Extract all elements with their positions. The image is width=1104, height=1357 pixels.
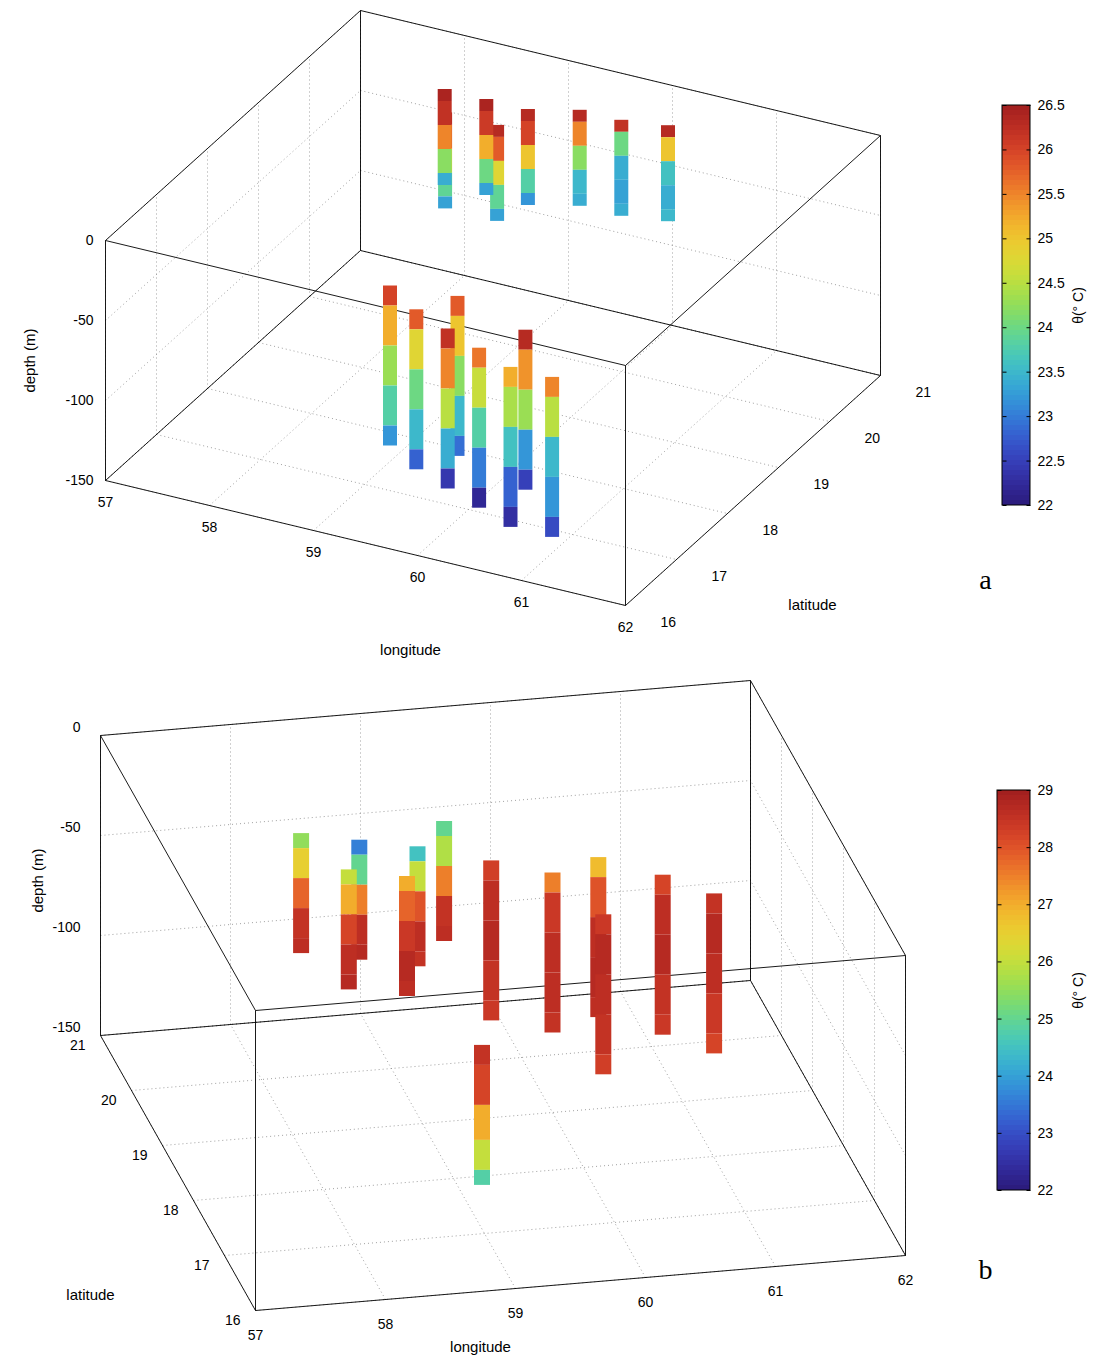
svg-text:61: 61 bbox=[514, 594, 530, 610]
svg-text:16: 16 bbox=[225, 1312, 241, 1328]
svg-text:18: 18 bbox=[163, 1202, 179, 1218]
svg-text:-150: -150 bbox=[65, 472, 93, 488]
svg-text:57: 57 bbox=[248, 1327, 264, 1343]
svg-text:-50: -50 bbox=[73, 312, 93, 328]
svg-text:58: 58 bbox=[378, 1316, 394, 1332]
svg-text:16: 16 bbox=[661, 614, 677, 630]
svg-text:29: 29 bbox=[1038, 782, 1054, 798]
svg-text:longitude: longitude bbox=[450, 1338, 511, 1355]
svg-text:23: 23 bbox=[1038, 1125, 1054, 1141]
svg-text:0: 0 bbox=[86, 232, 94, 248]
svg-text:24: 24 bbox=[1038, 319, 1054, 335]
svg-text:17: 17 bbox=[712, 568, 728, 584]
svg-text:60: 60 bbox=[410, 569, 426, 585]
svg-text:27: 27 bbox=[1038, 896, 1054, 912]
svg-text:θ(° C): θ(° C) bbox=[1070, 972, 1086, 1009]
svg-text:62: 62 bbox=[898, 1272, 914, 1288]
svg-text:28: 28 bbox=[1038, 839, 1054, 855]
svg-text:21: 21 bbox=[916, 384, 932, 400]
svg-text:61: 61 bbox=[768, 1283, 784, 1299]
svg-text:latitude: latitude bbox=[66, 1286, 114, 1303]
svg-text:24.5: 24.5 bbox=[1038, 275, 1065, 291]
svg-text:depth (m): depth (m) bbox=[21, 328, 38, 392]
svg-text:25: 25 bbox=[1038, 230, 1054, 246]
svg-text:60: 60 bbox=[638, 1294, 654, 1310]
svg-text:18: 18 bbox=[763, 522, 779, 538]
svg-text:21: 21 bbox=[70, 1037, 86, 1053]
svg-text:58: 58 bbox=[202, 519, 218, 535]
svg-text:b: b bbox=[979, 1254, 993, 1285]
svg-text:19: 19 bbox=[814, 476, 830, 492]
svg-text:59: 59 bbox=[306, 544, 322, 560]
svg-text:θ(° C): θ(° C) bbox=[1070, 287, 1086, 324]
svg-text:a: a bbox=[979, 564, 992, 595]
svg-text:23.5: 23.5 bbox=[1038, 364, 1065, 380]
svg-text:22.5: 22.5 bbox=[1038, 453, 1065, 469]
svg-text:20: 20 bbox=[865, 430, 881, 446]
svg-text:0: 0 bbox=[73, 719, 81, 735]
svg-text:62: 62 bbox=[618, 619, 634, 635]
svg-text:23: 23 bbox=[1038, 408, 1054, 424]
svg-text:59: 59 bbox=[508, 1305, 524, 1321]
svg-text:24: 24 bbox=[1038, 1068, 1054, 1084]
svg-text:depth (m): depth (m) bbox=[29, 848, 46, 912]
svg-text:-150: -150 bbox=[52, 1019, 80, 1035]
svg-text:longitude: longitude bbox=[380, 641, 441, 658]
svg-text:-50: -50 bbox=[60, 819, 80, 835]
svg-text:22: 22 bbox=[1038, 1182, 1054, 1198]
svg-text:26: 26 bbox=[1038, 953, 1054, 969]
svg-text:25.5: 25.5 bbox=[1038, 186, 1065, 202]
svg-text:26: 26 bbox=[1038, 141, 1054, 157]
svg-text:22: 22 bbox=[1038, 497, 1054, 513]
svg-text:57: 57 bbox=[98, 494, 114, 510]
svg-text:20: 20 bbox=[101, 1092, 117, 1108]
svg-text:-100: -100 bbox=[52, 919, 80, 935]
svg-text:25: 25 bbox=[1038, 1011, 1054, 1027]
svg-text:17: 17 bbox=[194, 1257, 210, 1273]
svg-text:26.5: 26.5 bbox=[1038, 97, 1065, 113]
svg-text:-100: -100 bbox=[65, 392, 93, 408]
svg-text:latitude: latitude bbox=[788, 596, 836, 613]
svg-text:19: 19 bbox=[132, 1147, 148, 1163]
